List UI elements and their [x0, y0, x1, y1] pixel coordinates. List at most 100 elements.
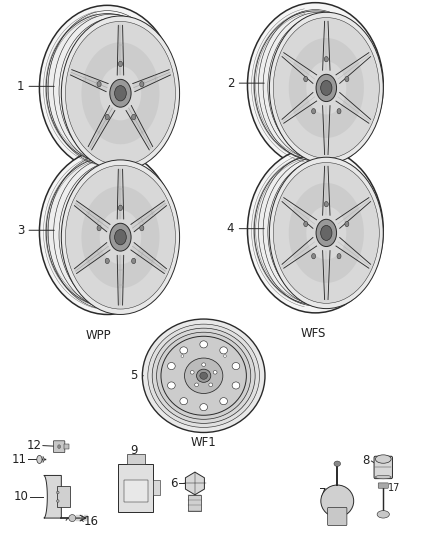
Polygon shape [131, 200, 167, 232]
Ellipse shape [337, 109, 341, 114]
Text: WPP: WPP [86, 329, 111, 342]
Polygon shape [81, 77, 108, 134]
Polygon shape [326, 246, 359, 283]
Text: 11: 11 [12, 453, 27, 466]
Polygon shape [326, 101, 359, 138]
Ellipse shape [273, 18, 379, 158]
Polygon shape [282, 238, 317, 268]
Ellipse shape [194, 383, 198, 386]
FancyBboxPatch shape [188, 495, 201, 511]
Ellipse shape [220, 347, 227, 354]
Polygon shape [294, 183, 326, 220]
Polygon shape [289, 63, 309, 113]
FancyBboxPatch shape [127, 454, 145, 464]
Ellipse shape [115, 86, 126, 101]
Text: 7: 7 [319, 487, 326, 499]
Ellipse shape [161, 336, 246, 415]
Ellipse shape [69, 515, 76, 521]
Ellipse shape [39, 149, 175, 314]
Ellipse shape [209, 383, 213, 386]
Ellipse shape [180, 347, 187, 354]
FancyBboxPatch shape [53, 441, 65, 453]
Polygon shape [117, 255, 124, 305]
Ellipse shape [140, 225, 144, 231]
Polygon shape [117, 169, 124, 219]
Ellipse shape [337, 254, 341, 259]
Ellipse shape [97, 225, 101, 231]
Text: WFS: WFS [300, 327, 326, 340]
Ellipse shape [181, 355, 184, 357]
Ellipse shape [57, 491, 59, 494]
Ellipse shape [200, 372, 208, 379]
Ellipse shape [321, 80, 332, 95]
Ellipse shape [269, 12, 383, 164]
Ellipse shape [110, 223, 131, 251]
Ellipse shape [324, 56, 328, 62]
Polygon shape [336, 53, 371, 83]
Ellipse shape [345, 76, 349, 82]
Ellipse shape [58, 445, 60, 449]
Text: 5: 5 [131, 369, 138, 382]
Ellipse shape [105, 259, 110, 264]
Ellipse shape [184, 358, 223, 393]
Ellipse shape [375, 455, 391, 463]
Ellipse shape [46, 13, 168, 162]
Polygon shape [323, 251, 330, 300]
Polygon shape [294, 101, 326, 138]
Text: 8: 8 [363, 454, 370, 467]
Ellipse shape [304, 221, 308, 227]
Polygon shape [336, 238, 371, 268]
Polygon shape [117, 25, 124, 75]
Polygon shape [336, 93, 371, 123]
Polygon shape [138, 212, 159, 263]
Polygon shape [323, 21, 330, 70]
Ellipse shape [157, 332, 251, 419]
Polygon shape [74, 243, 110, 274]
Polygon shape [81, 212, 102, 263]
Ellipse shape [190, 370, 194, 374]
Polygon shape [282, 198, 317, 228]
Text: 6: 6 [170, 477, 177, 490]
Polygon shape [282, 53, 317, 83]
Ellipse shape [232, 382, 240, 389]
Polygon shape [87, 186, 120, 224]
Polygon shape [88, 106, 115, 150]
Ellipse shape [324, 201, 328, 207]
Ellipse shape [65, 21, 176, 165]
Ellipse shape [46, 158, 168, 306]
Polygon shape [83, 42, 120, 85]
Ellipse shape [273, 163, 379, 303]
Ellipse shape [247, 3, 383, 168]
Text: 17: 17 [388, 483, 400, 492]
Text: WPA: WPA [85, 184, 112, 197]
Ellipse shape [311, 254, 316, 259]
Ellipse shape [61, 160, 180, 314]
Ellipse shape [57, 500, 59, 502]
Ellipse shape [168, 362, 175, 369]
Ellipse shape [200, 403, 208, 411]
Ellipse shape [321, 225, 332, 240]
FancyBboxPatch shape [378, 483, 389, 488]
Ellipse shape [202, 363, 205, 366]
Text: 3: 3 [17, 224, 24, 237]
Text: 1: 1 [17, 80, 24, 93]
Polygon shape [326, 183, 359, 220]
Polygon shape [98, 115, 143, 144]
Ellipse shape [168, 382, 175, 389]
Ellipse shape [61, 16, 180, 171]
Ellipse shape [118, 205, 123, 211]
Ellipse shape [213, 370, 217, 374]
Ellipse shape [304, 76, 308, 82]
FancyBboxPatch shape [153, 481, 160, 495]
Ellipse shape [311, 109, 316, 114]
FancyBboxPatch shape [374, 456, 392, 479]
Ellipse shape [180, 398, 187, 405]
Ellipse shape [97, 82, 101, 87]
Polygon shape [336, 198, 371, 228]
Polygon shape [294, 246, 326, 283]
Polygon shape [120, 186, 154, 224]
Text: 10: 10 [14, 490, 29, 503]
Ellipse shape [334, 461, 341, 466]
Ellipse shape [232, 362, 240, 369]
Ellipse shape [142, 319, 265, 432]
